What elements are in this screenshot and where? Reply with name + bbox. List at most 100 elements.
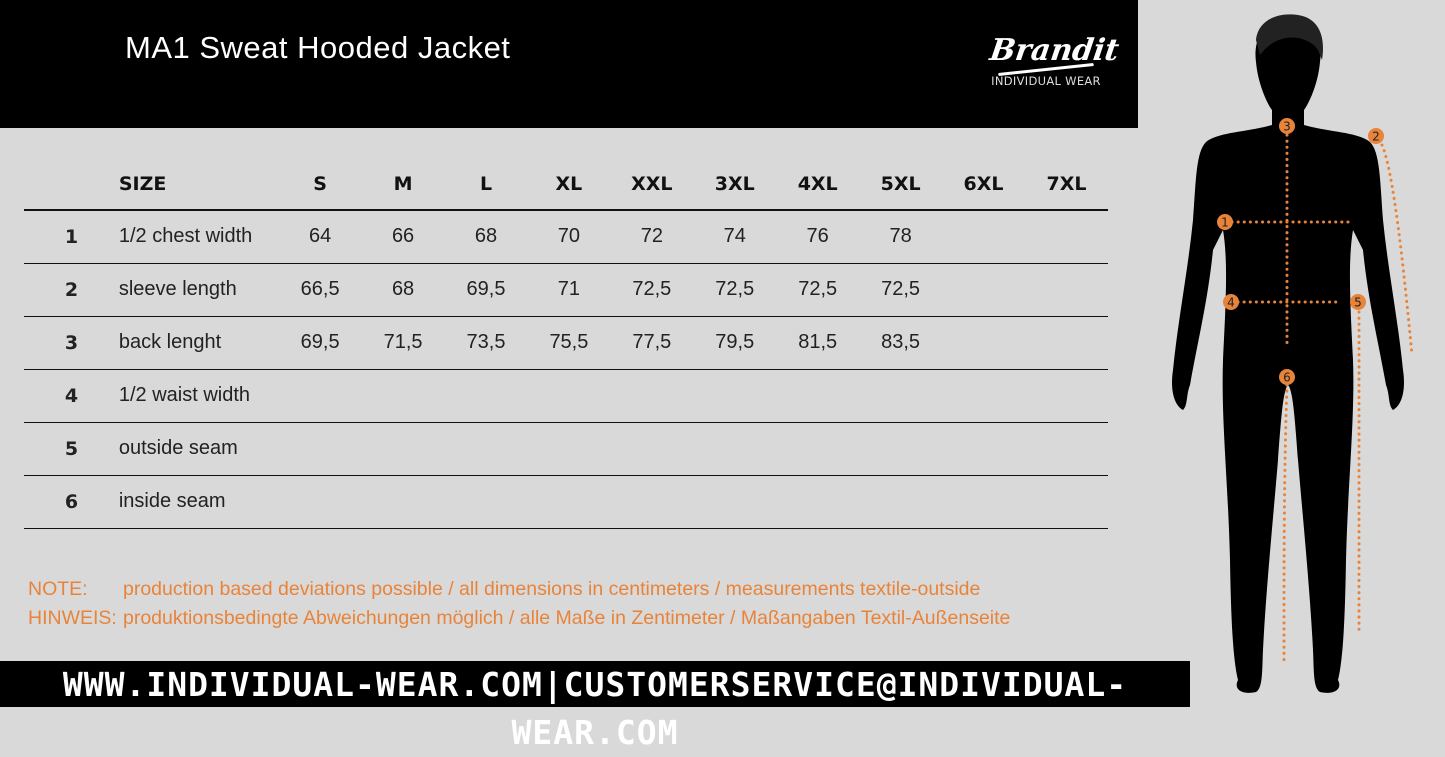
size-column-header: XXL [610, 158, 694, 211]
measurement-cell [444, 475, 528, 529]
body-measurement-figure: 1 2 3 4 5 6 [1172, 14, 1414, 693]
measurement-cell: 71 [527, 263, 611, 317]
measurement-cell: 68 [361, 263, 445, 317]
measurement-cell: 79,5 [693, 316, 777, 370]
measurement-cell: 81,5 [776, 316, 860, 370]
measurement-row: 5 outside seam [24, 422, 1108, 476]
measurement-cell: 73,5 [444, 316, 528, 370]
note-en: NOTE: production based deviations possibl… [28, 578, 980, 601]
measurement-cell [776, 422, 860, 476]
measurement-cell [859, 475, 943, 529]
row-label: back lenght [118, 316, 279, 370]
measurement-cell [942, 475, 1025, 529]
measurement-cell [278, 422, 362, 476]
measurement-cell [942, 263, 1025, 317]
measurement-cell [444, 369, 528, 423]
measurement-cell [527, 422, 611, 476]
row-label: 1/2 chest width [118, 210, 279, 264]
measurement-cell: 66 [361, 210, 445, 264]
measurement-cell [361, 422, 445, 476]
marker-label: 3 [1283, 120, 1291, 134]
measurement-cell [693, 422, 777, 476]
size-column-header: 4XL [776, 158, 860, 211]
marker-2: 2 [1368, 128, 1384, 144]
measurement-cell: 66,5 [278, 263, 362, 317]
measurement-row: 3 back lenght 69,5 71,5 73,5 75,5 77,5 79,5 81,5… [24, 316, 1108, 370]
footer-contact: WWW.INDIVIDUAL-WEAR.COM|CUSTOMERSERVICE@… [0, 661, 1190, 752]
measurement-cell [527, 475, 611, 529]
row-label: sleeve length [118, 263, 279, 317]
marker-6: 6 [1279, 369, 1295, 385]
measurement-cell [444, 422, 528, 476]
measurement-cell [278, 369, 362, 423]
measurement-cell [1024, 210, 1108, 264]
measurement-cell: 72,5 [610, 263, 694, 317]
row-number: 4 [24, 369, 119, 423]
measurement-row: 2 sleeve length 66,5 68 69,5 71 72,5 72,5 72,5 72… [24, 263, 1108, 317]
measurement-cell [1024, 475, 1108, 529]
measurement-cell [1024, 422, 1108, 476]
measurement-row: 6 inside seam [24, 475, 1108, 529]
measurement-cell: 70 [527, 210, 611, 264]
measurement-cell [942, 316, 1025, 370]
measurement-cell [859, 369, 943, 423]
measurement-cell [776, 475, 860, 529]
measurement-cell: 83,5 [859, 316, 943, 370]
measurement-cell [942, 369, 1025, 423]
size-label: SIZE [118, 158, 279, 211]
measurement-cell: 77,5 [610, 316, 694, 370]
measurement-cell: 74 [693, 210, 777, 264]
measurement-cell [361, 475, 445, 529]
header-bar: MA1 Sweat Hooded Jacket Brandit INDIVIDU… [0, 0, 1138, 128]
measurement-cell [942, 422, 1025, 476]
measurement-cell: 78 [859, 210, 943, 264]
page-title: MA1 Sweat Hooded Jacket [125, 30, 511, 65]
measurement-cell [361, 369, 445, 423]
measurement-row: 1 1/2 chest width 64 66 68 70 72 74 76 78 [24, 210, 1108, 264]
size-column-header: 6XL [942, 158, 1025, 211]
measurement-row: 4 1/2 waist width [24, 369, 1108, 423]
size-table: SIZE S M L XL XXL 3XL 4XL 5XL 6XL 7XL 1 1/2 chest … [24, 158, 1108, 529]
measurement-cell [1024, 263, 1108, 317]
measurement-cell: 72,5 [693, 263, 777, 317]
brand-logo: Brandit INDIVIDUAL WEAR [988, 33, 1122, 88]
measurement-cell: 72 [610, 210, 694, 264]
measurement-cell [527, 369, 611, 423]
measurement-cell [693, 475, 777, 529]
measurement-cell: 71,5 [361, 316, 445, 370]
marker-4: 4 [1223, 294, 1239, 310]
row-number: 2 [24, 263, 119, 317]
measurement-cell: 76 [776, 210, 860, 264]
note-text: produktionsbedingte Abweichungen möglich… [123, 607, 1011, 629]
size-header-row: SIZE S M L XL XXL 3XL 4XL 5XL 6XL 7XL [24, 158, 1108, 211]
size-column-header: L [444, 158, 528, 211]
marker-3: 3 [1279, 118, 1295, 134]
row-label: outside seam [118, 422, 279, 476]
note-text: production based deviations possible / a… [123, 578, 981, 600]
row-number: 6 [24, 475, 119, 529]
marker-label: 5 [1354, 296, 1362, 310]
measurement-cell: 72,5 [859, 263, 943, 317]
measurement-cell: 68 [444, 210, 528, 264]
measurement-cell: 75,5 [527, 316, 611, 370]
row-number: 3 [24, 316, 119, 370]
marker-label: 4 [1227, 296, 1235, 310]
measurement-cell: 72,5 [776, 263, 860, 317]
measurement-cell: 69,5 [278, 316, 362, 370]
logo-tagline: INDIVIDUAL WEAR [991, 74, 1101, 88]
marker-label: 2 [1372, 130, 1380, 144]
marker-5: 5 [1350, 294, 1366, 310]
row-number: 5 [24, 422, 119, 476]
row-label: inside seam [118, 475, 279, 529]
marker-1: 1 [1217, 214, 1233, 230]
marker-label: 1 [1221, 216, 1229, 230]
size-column-header: M [361, 158, 445, 211]
measurement-cell: 64 [278, 210, 362, 264]
size-column-header: 3XL [693, 158, 777, 211]
measurement-cell [1024, 369, 1108, 423]
measurement-cell [1024, 316, 1108, 370]
row-number: 1 [24, 210, 119, 264]
measurement-cell [278, 475, 362, 529]
size-column-header: S [278, 158, 362, 211]
measurement-cell [693, 369, 777, 423]
